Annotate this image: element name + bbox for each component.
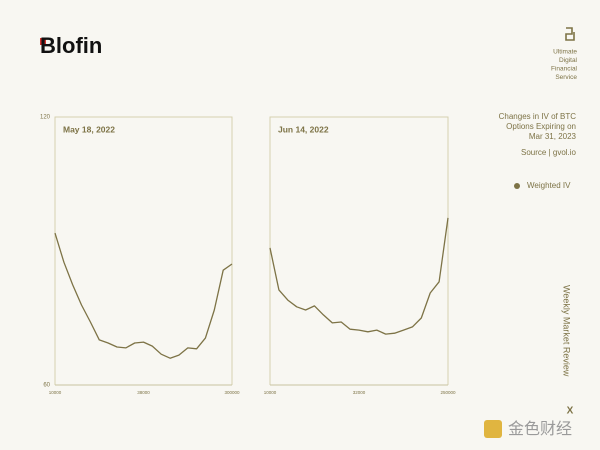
x-tick-label: 300000 bbox=[224, 390, 240, 395]
x-tick-label: 10000 bbox=[49, 390, 62, 395]
section-label: Weekly Market Review bbox=[562, 285, 572, 377]
panel-title: Jun 14, 2022 bbox=[278, 124, 329, 134]
iv-line bbox=[54, 232, 233, 359]
y-tick-label: 60 bbox=[43, 383, 50, 389]
tagline-line: Service bbox=[555, 74, 577, 81]
legend-marker bbox=[514, 183, 520, 189]
description-line: Options Expiring on bbox=[506, 122, 576, 131]
x-tick-label: 32000 bbox=[353, 390, 366, 395]
panel-frame bbox=[54, 116, 233, 385]
source: Source | gvol.io bbox=[521, 148, 577, 157]
iv-line bbox=[269, 217, 449, 335]
legend-label: Weighted IV bbox=[527, 181, 571, 190]
logo-mark bbox=[40, 38, 46, 45]
x-tick-label: 38000 bbox=[137, 390, 150, 395]
description-line: Changes in IV of BTC bbox=[499, 112, 577, 121]
description-line: Mar 31, 2023 bbox=[529, 132, 577, 141]
tagline-line: Digital bbox=[559, 57, 578, 64]
tagline-line: Financial bbox=[551, 66, 578, 73]
panel-title: May 18, 2022 bbox=[63, 124, 115, 134]
x-tick-label: 250000 bbox=[440, 390, 456, 395]
y-tick-label: 120 bbox=[40, 115, 51, 121]
panel-frame bbox=[269, 116, 449, 385]
watermark-icon bbox=[484, 420, 502, 438]
logo: Blofin bbox=[40, 33, 102, 58]
close-button[interactable]: X bbox=[567, 406, 574, 417]
watermark: 金色财经 bbox=[508, 420, 572, 438]
x-tick-label: 10000 bbox=[264, 390, 277, 395]
brand-icon bbox=[565, 27, 575, 41]
tagline-line: Ultimate bbox=[553, 49, 577, 56]
